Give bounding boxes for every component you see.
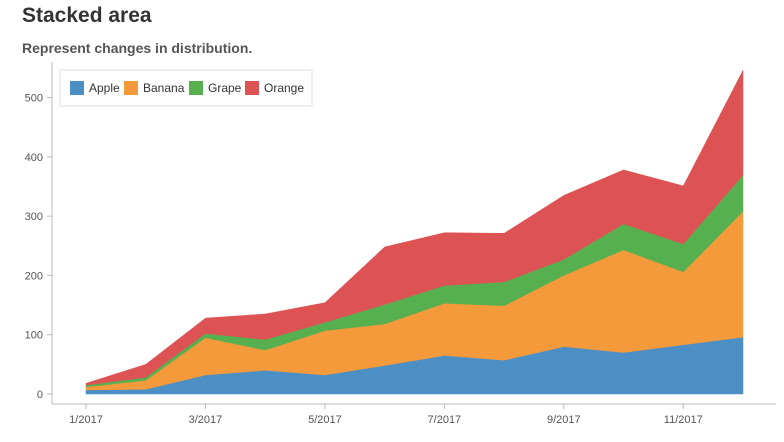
legend-swatch (245, 81, 259, 95)
x-tick-label: 11/2017 (664, 414, 703, 426)
legend-label: Apple (89, 81, 120, 95)
y-tick-label: 200 (25, 270, 43, 282)
legend-label: Orange (264, 81, 304, 95)
legend-label: Banana (143, 81, 185, 95)
legend-swatch (70, 81, 84, 95)
x-axis: 1/2017 3/2017 5/2017 7/2017 9/2017 11/2017 (52, 403, 776, 426)
y-tick-label: 500 (25, 93, 43, 105)
legend-item-orange[interactable]: Orange (245, 81, 304, 95)
legend-swatch (189, 81, 203, 95)
x-tick-label: 7/2017 (428, 414, 462, 426)
y-axis: 0 100 200 300 400 500 (25, 62, 53, 404)
chart-title: Stacked area (22, 4, 152, 27)
area-orange (85, 70, 744, 386)
legend-swatch (124, 81, 138, 95)
y-tick-label: 400 (25, 152, 43, 164)
legend[interactable]: Apple Banana Grape Orange (59, 69, 313, 107)
y-tick-label: 100 (25, 330, 43, 342)
x-tick-label: 1/2017 (69, 414, 103, 426)
legend-item-apple[interactable]: Apple (70, 81, 120, 95)
legend-box (59, 69, 313, 107)
chart-subtitle: Represent changes in distribution. (22, 40, 253, 56)
areas (85, 70, 744, 395)
x-tick-label: 5/2017 (308, 414, 342, 426)
x-tick-label: 3/2017 (189, 414, 223, 426)
legend-item-grape[interactable]: Grape (189, 81, 242, 95)
y-tick-label: 300 (25, 211, 43, 223)
legend-label: Grape (208, 81, 242, 95)
y-tick-label: 0 (37, 389, 43, 401)
x-tick-label: 9/2017 (547, 414, 581, 426)
legend-item-banana[interactable]: Banana (124, 81, 185, 95)
